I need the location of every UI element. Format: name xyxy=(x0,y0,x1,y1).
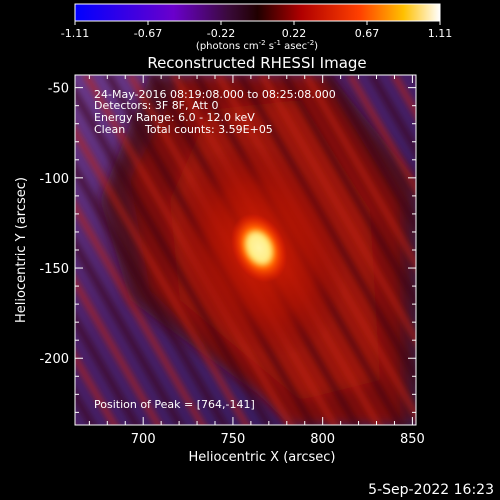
colorbar-tick-3: 0.22 xyxy=(282,27,307,40)
total-counts-text: Total counts: 3.59E+05 xyxy=(144,123,273,136)
image-striation xyxy=(75,200,207,425)
image-striation xyxy=(75,124,251,425)
image-striation xyxy=(75,237,185,425)
colorbar-unit-label: (photons cm-2 s-1 asec-2) xyxy=(196,39,318,52)
image-striation xyxy=(390,75,416,120)
chart-title: Reconstructed RHESSI Image xyxy=(147,54,366,72)
y-axis-label: Heliocentric Y (arcsec) xyxy=(14,177,29,323)
colorbar-ticks xyxy=(74,21,441,25)
colorbar-tick-1: -0.67 xyxy=(134,27,162,40)
image-striation xyxy=(75,275,163,425)
image-striation xyxy=(302,75,416,271)
y-tick-label: -200 xyxy=(39,352,69,367)
x-tick-label: 700 xyxy=(131,432,156,447)
axis-ticks xyxy=(75,75,416,425)
y-tick-label: -100 xyxy=(39,172,69,187)
x-tick-label: 850 xyxy=(400,432,425,447)
image-striation xyxy=(346,75,416,195)
timestamp: 5-Sep-2022 16:23 xyxy=(368,482,494,498)
image-striation xyxy=(0,75,80,435)
image-striation xyxy=(75,87,273,425)
image-striation xyxy=(412,75,416,82)
time-range-text: 24-May-2016 08:19:08.000 to 08:25:08.000 xyxy=(94,88,336,101)
detectors-text: Detectors: 3F 8F, Att 0 xyxy=(94,99,218,112)
x-tick-label: 750 xyxy=(221,432,246,447)
image-striation xyxy=(478,75,500,435)
colorbar-tick-0: -1.11 xyxy=(61,27,89,40)
peak-position-text: Position of Peak = [764,-141] xyxy=(94,398,255,411)
image-striation xyxy=(75,351,119,425)
colorbar-gradient xyxy=(74,3,441,22)
image-striation xyxy=(0,75,14,435)
colorbar-tick-2: -0.22 xyxy=(207,27,235,40)
image-striation xyxy=(75,162,229,425)
image-striation xyxy=(368,75,416,158)
colorbar: -1.11 -0.67 -0.22 0.22 0.67 1.11 (photon… xyxy=(61,3,453,52)
image-striation xyxy=(75,313,141,425)
image-striation xyxy=(75,388,97,425)
y-tick-label: -50 xyxy=(48,82,69,97)
image-striation xyxy=(258,75,416,346)
image-striation xyxy=(0,75,58,435)
energy-range-text: Energy Range: 6.0 - 12.0 keV xyxy=(94,111,255,124)
image-striation xyxy=(456,75,500,435)
algorithm-text: Clean xyxy=(94,123,125,136)
info-annotation: 24-May-2016 08:19:08.000 to 08:25:08.000… xyxy=(94,88,336,136)
x-axis-label: Heliocentric X (arcsec) xyxy=(189,450,336,465)
image-striation xyxy=(434,75,500,435)
image-striation xyxy=(324,75,416,233)
colorbar-tick-4: 0.67 xyxy=(355,27,380,40)
colorbar-tick-5: 1.11 xyxy=(428,27,453,40)
x-tick-label: 800 xyxy=(310,432,335,447)
image-striation xyxy=(280,75,416,309)
y-tick-label: -150 xyxy=(39,262,69,277)
heatmap-image xyxy=(0,75,500,435)
